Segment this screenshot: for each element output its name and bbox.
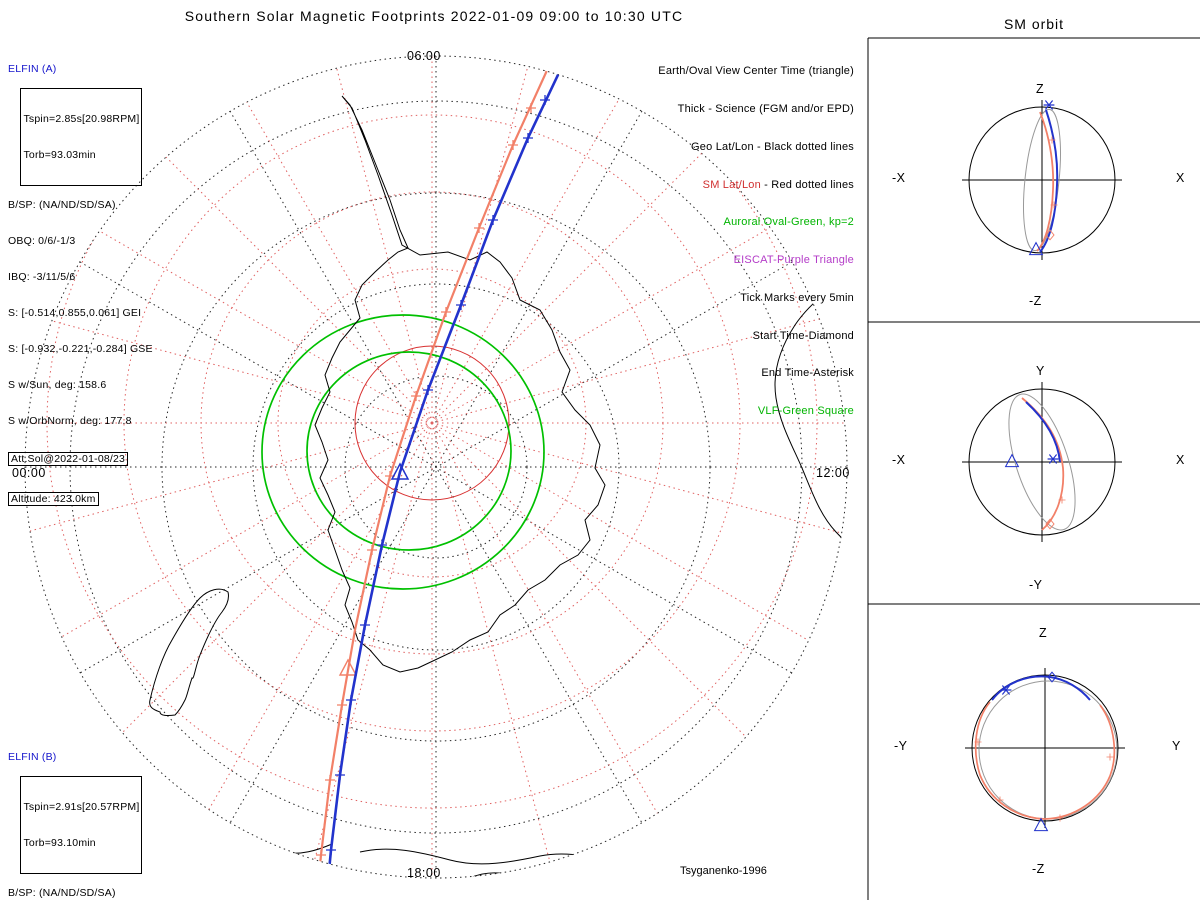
clock-label-0600: 06:00 xyxy=(407,49,441,63)
elfin-a-tspin: Tspin=2.85s[20.98RPM] xyxy=(23,113,140,125)
elfin-a-s-gse: S: [-0.932,-0.221,-0.284] GSE xyxy=(8,343,153,355)
elfin-a-sun-angle: S w/Sun, deg: 158.6 xyxy=(8,379,107,391)
panel3-axis-bottom: -Z xyxy=(1032,862,1045,876)
elfin-a-label: ELFIN (A) xyxy=(8,63,57,75)
elfin-a-altitude-box: Altitude: 423.0km xyxy=(8,492,99,506)
sm-orbit-title: SM orbit xyxy=(1003,16,1065,32)
panel3-axis-right: Y xyxy=(1172,739,1181,753)
legend-eiscat: EISCAT-Purple Triangle xyxy=(733,254,854,267)
clock-label-1200: 12:00 xyxy=(816,466,850,480)
panel1-axis-bottom: -Z xyxy=(1029,294,1042,308)
clock-label-1800: 18:00 xyxy=(407,866,441,880)
panel1-axis-top: Z xyxy=(1036,82,1045,96)
plot-legend: Earth/Oval View Center Time (triangle) T… xyxy=(658,40,854,443)
legend-center-time: Earth/Oval View Center Time (triangle) xyxy=(658,65,854,78)
panel2-axis-top: Y xyxy=(1036,364,1045,378)
legend-sm-grid: SM Lat/Lon - Red dotted lines xyxy=(702,178,854,191)
credits: Tsyganenko-1996 Created: Fri Jan 13 18:4… xyxy=(680,839,848,900)
elfin-a-track xyxy=(321,56,573,878)
page-title: Southern Solar Magnetic Footprints 2022-… xyxy=(184,8,684,24)
legend-tick-marks: Tick Marks every 5min xyxy=(740,291,854,304)
legend-geo-grid: Geo Lat/Lon - Black dotted lines xyxy=(691,140,854,153)
legend-vlf: VLF-Green Square xyxy=(757,405,854,418)
panel1-axis-right: X xyxy=(1176,171,1185,185)
panel1-axis-left: -X xyxy=(892,171,906,185)
elfin-a-torb: Torb=93.03min xyxy=(23,149,96,161)
elfin-b-track xyxy=(315,60,556,878)
elfin-b-label: ELFIN (B) xyxy=(8,751,57,763)
legend-end-time: End Time-Asterisk xyxy=(761,367,854,380)
legend-thick-science: Thick - Science (FGM and/or EPD) xyxy=(677,102,854,115)
panel2-axis-right: X xyxy=(1176,453,1185,467)
elfin-a-ibq: IBQ: -3/11/5/6 xyxy=(8,271,76,283)
elfin-a-info: ELFIN (A) Tspin=2.85s[20.98RPM] Torb=93.… xyxy=(8,39,153,531)
panel2-axis-bottom: -Y xyxy=(1029,578,1043,592)
elfin-b-torb: Torb=93.10min xyxy=(23,837,96,849)
elfin-a-bsp: B/SP: (NA/ND/SD/SA) xyxy=(8,199,116,211)
elfin-a-orbnorm-angle: S w/OrbNorm, deg: 177.8 xyxy=(8,415,132,427)
elfin-a-s-gei: S: [-0.514,0.855,0.061] GEI xyxy=(8,307,142,319)
model-label: Tsyganenko-1996 xyxy=(680,865,767,877)
sm-panel-xy xyxy=(962,382,1122,542)
panel3-axis-top: Z xyxy=(1039,626,1048,640)
elfin-b-info: ELFIN (B) Tspin=2.91s[20.57RPM] Torb=93.… xyxy=(8,727,145,900)
elfin-a-attsol-box: Att.Sol@2022-01-08/23 xyxy=(8,452,129,466)
sm-panel-xz xyxy=(962,99,1122,260)
panel-borders xyxy=(867,37,1200,900)
sm-panel-yz xyxy=(965,668,1125,832)
elfin-b-spin-box: Tspin=2.91s[20.57RPM] Torb=93.10min xyxy=(20,776,143,874)
elfin-a-obq: OBQ: 0/6/-1/3 xyxy=(8,235,76,247)
legend-start-time: Start Time-Diamond xyxy=(752,329,854,342)
clock-label-0000: 00:00 xyxy=(12,466,46,480)
legend-auroral-oval: Auroral Oval-Green, kp=2 xyxy=(723,216,854,229)
elfin-b-tspin: Tspin=2.91s[20.57RPM] xyxy=(23,801,140,813)
panel3-axis-left: -Y xyxy=(894,739,908,753)
panel2-axis-left: -X xyxy=(892,453,906,467)
elfin-a-spin-box: Tspin=2.85s[20.98RPM] Torb=93.03min xyxy=(20,88,143,186)
sm-grid xyxy=(25,56,847,878)
auroral-oval xyxy=(261,314,545,590)
elfin-b-bsp: B/SP: (NA/ND/SD/SA) xyxy=(8,887,116,899)
